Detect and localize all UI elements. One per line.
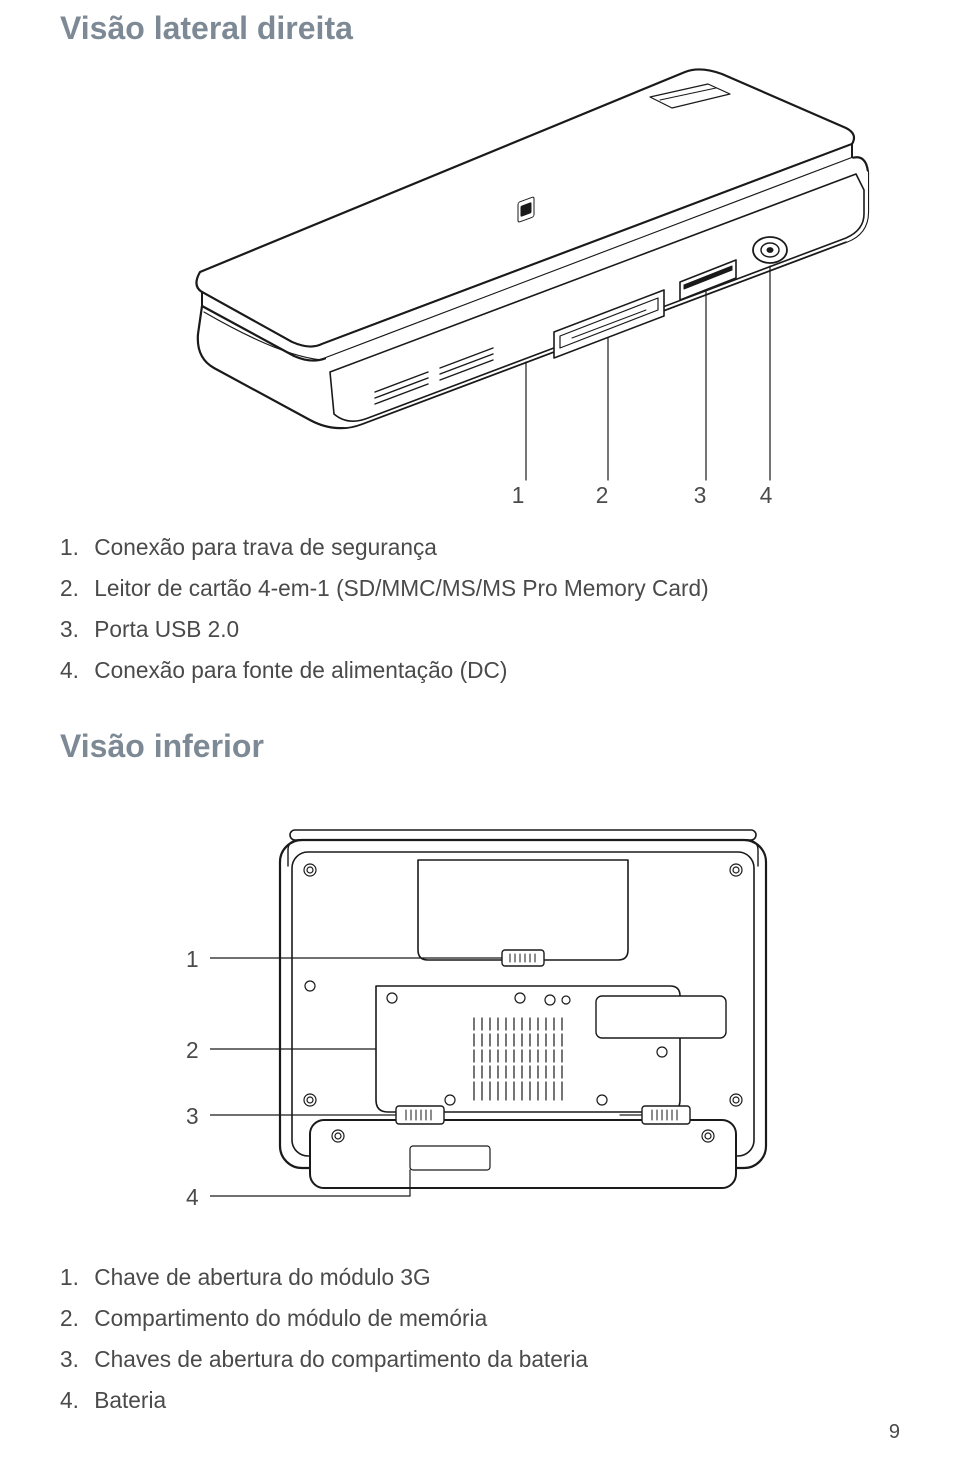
item-text: Bateria [94,1387,166,1413]
item-number: 3. [60,1342,88,1377]
list-item: 1. Conexão para trava de segurança [60,530,709,565]
list-item: 3. Chaves de abertura do compartimento d… [60,1342,588,1377]
item-text: Conexão para fonte de alimentação (DC) [94,657,507,683]
callout-b3: 3 [186,1103,199,1130]
list-item: 2. Compartimento do módulo de memória [60,1301,588,1336]
laptop-bottom-svg [210,800,810,1240]
item-text: Porta USB 2.0 [94,616,239,642]
item-text: Chave de abertura do módulo 3G [94,1264,430,1290]
figure-laptop-bottom [210,800,810,1240]
item-number: 3. [60,612,88,647]
item-text: Leitor de cartão 4-em-1 (SD/MMC/MS/MS Pr… [94,575,708,601]
figure-laptop-right-side [140,62,880,482]
callout-3: 3 [690,482,710,509]
item-number: 1. [60,530,88,565]
item-number: 4. [60,1383,88,1418]
item-number: 4. [60,653,88,688]
item-number: 1. [60,1260,88,1295]
list-item: 1. Chave de abertura do módulo 3G [60,1260,588,1295]
list-item: 3. Porta USB 2.0 [60,612,709,647]
list-right-side: 1. Conexão para trava de segurança 2. Le… [60,530,709,695]
page-number: 9 [889,1421,900,1444]
callout-4: 4 [756,482,776,509]
heading-bottom-view: Visão inferior [60,728,264,765]
item-text: Chaves de abertura do compartimento da b… [94,1346,588,1372]
list-item: 4. Bateria [60,1383,588,1418]
page: Visão lateral direita [0,0,960,1474]
list-bottom-view: 1. Chave de abertura do módulo 3G 2. Com… [60,1260,588,1425]
item-text: Conexão para trava de segurança [94,534,437,560]
callout-2: 2 [592,482,612,509]
figure1-callout-numbers: 1 2 3 4 [508,482,776,509]
heading-right-side-view: Visão lateral direita [60,10,353,47]
item-number: 2. [60,571,88,606]
item-text: Compartimento do módulo de memória [94,1305,487,1331]
callout-b1: 1 [186,946,199,973]
list-item: 4. Conexão para fonte de alimentação (DC… [60,653,709,688]
laptop-right-side-svg [140,62,880,482]
callout-b4: 4 [186,1184,199,1211]
callout-b2: 2 [186,1037,199,1064]
item-number: 2. [60,1301,88,1336]
list-item: 2. Leitor de cartão 4-em-1 (SD/MMC/MS/MS… [60,571,709,606]
callout-1: 1 [508,482,528,509]
